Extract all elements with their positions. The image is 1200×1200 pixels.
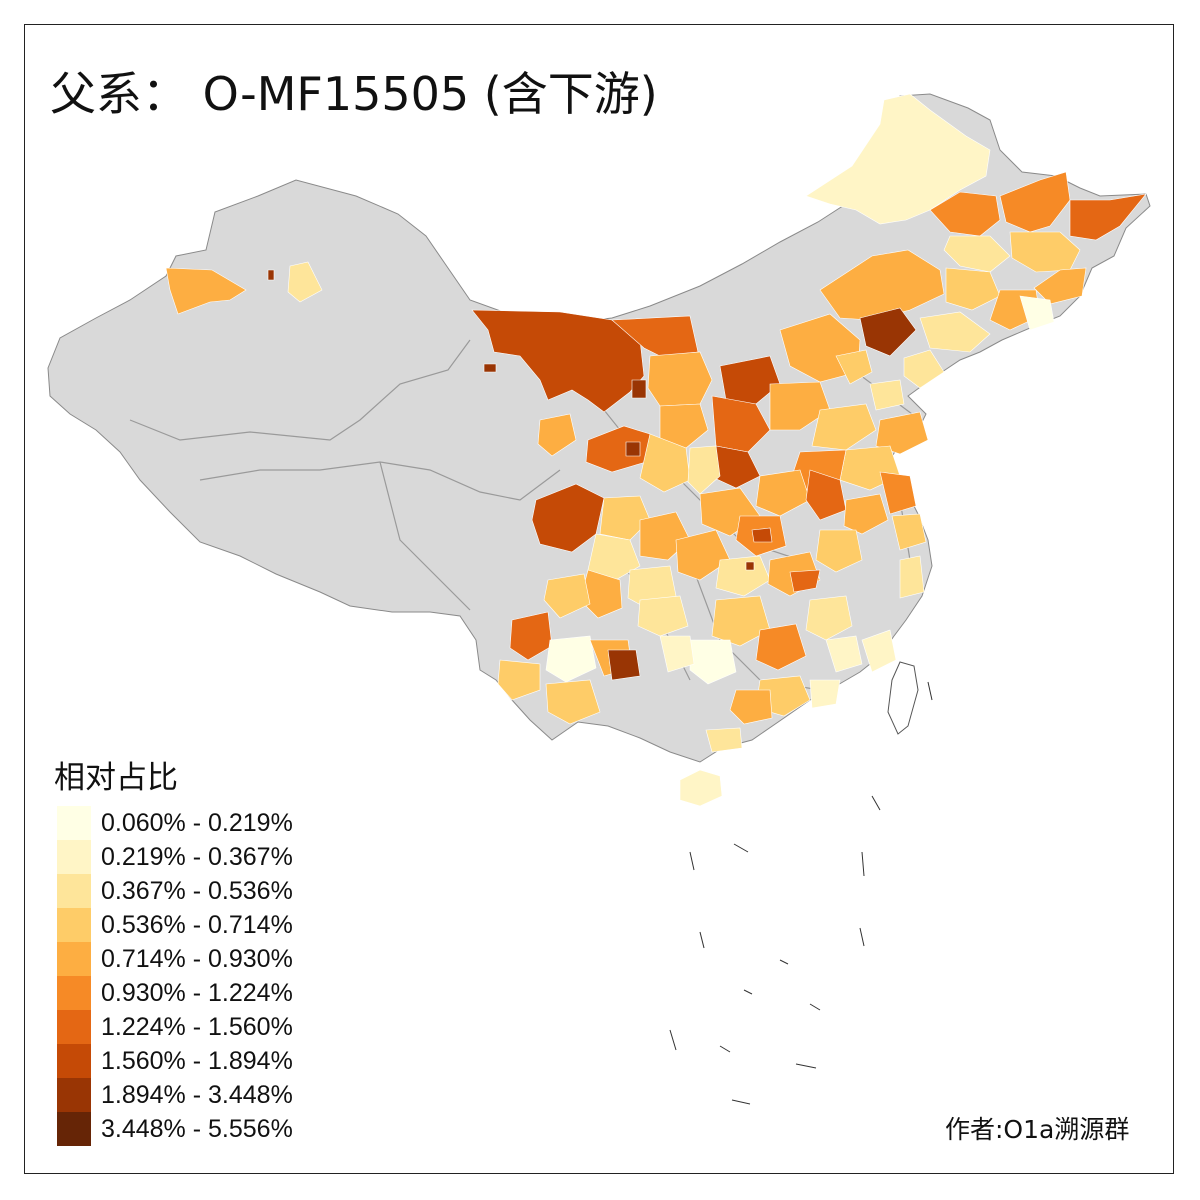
legend-swatch <box>57 840 91 874</box>
region-guizhou-1 <box>637 595 689 637</box>
legend-label: 1.224% - 1.560% <box>101 1013 293 1041</box>
region-henan-1 <box>755 469 811 517</box>
region-dalian <box>903 349 945 389</box>
legend-item: 3.448% - 5.556% <box>57 1112 357 1146</box>
legend-item: 0.536% - 0.714% <box>57 908 357 942</box>
legend-label: 1.894% - 3.448% <box>101 1081 293 1109</box>
region-datong <box>719 355 781 405</box>
region-chifeng <box>859 307 917 357</box>
region-jiangsu-1 <box>879 471 917 515</box>
legend-label: 3.448% - 5.556% <box>101 1115 293 1143</box>
region-yunnan-2 <box>545 635 597 683</box>
legend-item: 0.060% - 0.219% <box>57 806 357 840</box>
region-guangdong-2 <box>809 679 841 709</box>
legend-swatch <box>57 976 91 1010</box>
region-shanxi-1 <box>711 395 771 453</box>
legend-swatch <box>57 1044 91 1078</box>
region-hunan-1 <box>711 595 771 647</box>
legend-label: 0.714% - 0.930% <box>101 945 293 973</box>
region-heilongjiang-2 <box>999 171 1071 233</box>
region-small-red-2 <box>483 363 497 373</box>
region-sichuan-3 <box>587 533 641 583</box>
legend-label: 0.367% - 0.536% <box>101 877 293 905</box>
legend-item: 0.714% - 0.930% <box>57 942 357 976</box>
region-fujian <box>861 629 897 673</box>
author-credit: 作者:O1a溯源群 <box>945 1115 1130 1144</box>
region-henan-2 <box>805 469 847 521</box>
region-chongqing <box>675 529 731 581</box>
region-jiangxi-1 <box>805 595 853 641</box>
region-hainan <box>679 769 723 807</box>
region-yili <box>165 267 247 315</box>
region-heilongjiang-3 <box>1069 193 1147 241</box>
legend-item: 1.894% - 3.448% <box>57 1078 357 1112</box>
legend-swatch <box>57 1078 91 1112</box>
legend-item: 1.560% - 1.894% <box>57 1044 357 1078</box>
region-yunnan-4 <box>545 679 601 725</box>
south-china-sea-islands <box>669 681 933 1105</box>
region-yunnan-1 <box>509 611 553 661</box>
region-jiangxi-2 <box>825 635 863 673</box>
region-guangxi-3 <box>705 727 743 753</box>
legend-item: 0.367% - 0.536% <box>57 874 357 908</box>
region-beijing <box>835 349 873 385</box>
region-liaoning-4 <box>919 311 991 353</box>
region-guizhou-2 <box>659 635 695 673</box>
legend-title: 相对占比 <box>54 760 178 796</box>
region-anhui-1 <box>843 493 889 535</box>
legend-label: 0.060% - 0.219% <box>101 809 293 837</box>
region-wuhan <box>789 569 821 593</box>
region-hubei-dark <box>745 561 755 571</box>
taiwan-island <box>887 661 919 735</box>
region-hebei-3 <box>811 403 877 451</box>
region-aba <box>531 483 605 553</box>
region-hebei-2 <box>769 381 831 431</box>
region-liaoning-1 <box>945 267 1001 311</box>
region-liaoning-3 <box>1019 295 1055 331</box>
legend-swatch <box>57 908 91 942</box>
region-patches <box>165 93 1147 807</box>
legend-swatch <box>57 1010 91 1044</box>
region-yunnan-3 <box>497 659 541 701</box>
legend-label: 0.219% - 0.367% <box>101 843 293 871</box>
legend-item: 1.224% - 1.560% <box>57 1010 357 1044</box>
region-jilin-3 <box>1033 267 1087 305</box>
region-xilingol <box>819 249 945 321</box>
legend-swatch <box>57 874 91 908</box>
region-jiangsu-2 <box>891 513 927 551</box>
region-hulunbuir <box>805 93 991 225</box>
legend-item: 0.219% - 0.367% <box>57 840 357 874</box>
region-anhui-2 <box>815 529 863 573</box>
region-urumqi <box>287 261 323 303</box>
map-title: 父系： O-MF15505 (含下游) <box>50 67 658 121</box>
region-guangxi-2 <box>729 689 773 725</box>
region-shaanxi-1 <box>687 445 721 495</box>
legend-item: 0.930% - 1.224% <box>57 976 357 1010</box>
region-hubei-1 <box>715 555 771 597</box>
region-ningxia <box>659 403 709 449</box>
region-zhejiang <box>899 555 925 599</box>
legend-swatch <box>57 942 91 976</box>
legend-label: 0.930% - 1.224% <box>101 979 293 1007</box>
region-qinghai-xining <box>537 413 577 457</box>
region-shandong-1 <box>875 411 929 455</box>
legend-label: 1.560% - 1.894% <box>101 1047 293 1075</box>
region-ordos <box>647 351 713 407</box>
region-tianjin <box>869 379 905 411</box>
region-nanyang-dark <box>751 527 773 543</box>
legend-label: 0.536% - 0.714% <box>101 911 293 939</box>
region-yunnan-dark <box>607 649 641 681</box>
region-sichuan-6 <box>543 573 591 619</box>
legend-swatch <box>57 806 91 840</box>
region-gansu-2 <box>625 441 641 457</box>
region-gansu-3 <box>639 433 691 493</box>
region-heilongjiang-1 <box>929 191 1001 237</box>
legend-swatch <box>57 1112 91 1146</box>
region-wuhai <box>631 379 647 399</box>
region-small-red <box>267 269 275 281</box>
region-hunan-2 <box>755 623 807 671</box>
